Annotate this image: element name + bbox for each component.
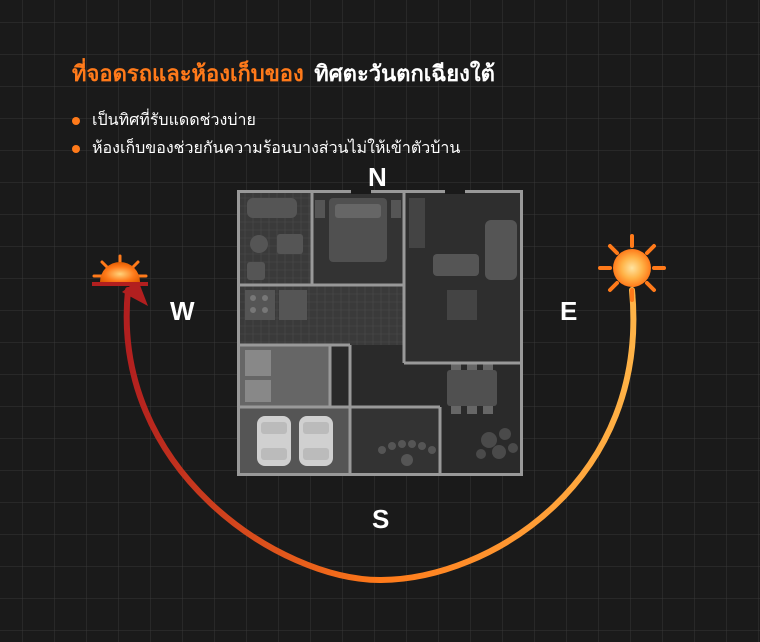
header: ที่จอดรถและห้องเก็บของ ทิศตะวันตกเฉียงใต… [72,56,495,163]
title-highlight: ที่จอดรถและห้องเก็บของ [72,61,304,86]
title-rest: ทิศตะวันตกเฉียงใต้ [314,61,495,86]
bullet-item: เป็นทิศที่รับแดดช่วงบ่าย [72,107,495,135]
compass-n: N [368,162,387,193]
bullet-item: ห้องเก็บของช่วยกันความร้อนบางส่วนไม่ให้เ… [72,135,495,163]
compass-e: E [560,296,577,327]
compass-w: W [170,296,195,327]
bullet-list: เป็นทิศที่รับแดดช่วงบ่าย ห้องเก็บของช่วย… [72,107,495,163]
floorplan [237,190,523,476]
compass-s: S [372,504,389,535]
title: ที่จอดรถและห้องเก็บของ ทิศตะวันตกเฉียงใต… [72,56,495,91]
